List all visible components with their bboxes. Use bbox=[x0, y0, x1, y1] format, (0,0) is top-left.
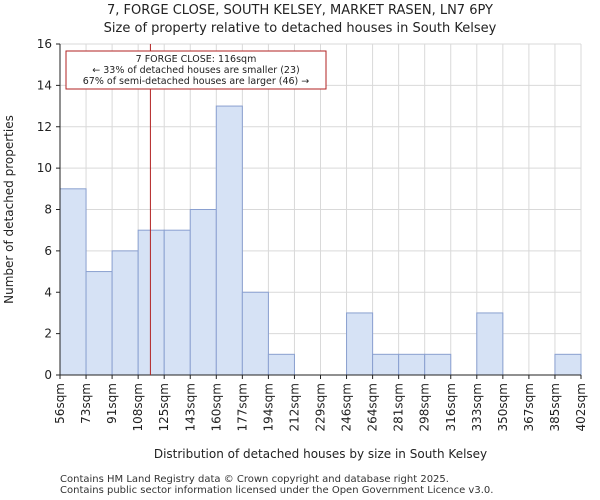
x-axis-title: Distribution of detached houses by size … bbox=[154, 447, 487, 461]
bar-333sqm bbox=[476, 312, 504, 376]
x-tick-label: 108sqm bbox=[131, 383, 145, 431]
x-tick-label: 281sqm bbox=[392, 383, 406, 431]
y-tick-label: 8 bbox=[44, 203, 52, 217]
x-tick-label: 367sqm bbox=[522, 383, 536, 431]
bar-298sqm bbox=[424, 353, 452, 376]
chart-subtitle: Size of property relative to detached ho… bbox=[103, 21, 497, 36]
x-tick-label: 56sqm bbox=[53, 383, 67, 424]
bar-56sqm bbox=[59, 188, 87, 376]
bar-125sqm bbox=[163, 229, 191, 376]
x-tick-label: 350sqm bbox=[496, 383, 510, 431]
y-tick-label: 0 bbox=[44, 368, 52, 382]
x-tick-label: 73sqm bbox=[79, 383, 93, 424]
x-tick-label: 91sqm bbox=[105, 383, 119, 424]
x-tick-label: 229sqm bbox=[314, 383, 328, 431]
annotation-line-2: ← 33% of detached houses are smaller (23… bbox=[92, 65, 299, 76]
x-tick-label: 316sqm bbox=[444, 383, 458, 431]
y-axis-title: Number of detached properties bbox=[2, 115, 16, 304]
bar-177sqm bbox=[241, 291, 269, 376]
footer-line-2: Contains public sector information licen… bbox=[60, 485, 494, 496]
y-tick-label: 10 bbox=[37, 161, 52, 175]
bar-264sqm bbox=[372, 353, 400, 376]
y-tick-label: 16 bbox=[37, 37, 52, 51]
x-tick-label: 143sqm bbox=[183, 383, 197, 431]
y-tick-label: 6 bbox=[44, 244, 52, 258]
x-tick-label: 212sqm bbox=[287, 383, 301, 431]
y-tick-label: 14 bbox=[37, 78, 52, 92]
annotation-line-3: 67% of semi-detached houses are larger (… bbox=[83, 76, 310, 87]
footer-line-1: Contains HM Land Registry data © Crown c… bbox=[60, 474, 449, 485]
bar-281sqm bbox=[398, 353, 426, 376]
x-tick-label: 264sqm bbox=[366, 383, 380, 431]
x-tick-label: 385sqm bbox=[548, 383, 562, 431]
bar-73sqm bbox=[85, 271, 113, 376]
bar-385sqm bbox=[554, 353, 582, 376]
x-tick-label: 177sqm bbox=[235, 383, 249, 431]
y-tick-label: 2 bbox=[44, 327, 52, 341]
x-tick-label: 246sqm bbox=[340, 383, 354, 431]
x-tick-label: 160sqm bbox=[209, 383, 223, 431]
bar-108sqm bbox=[137, 229, 165, 376]
y-tick-label: 12 bbox=[37, 120, 52, 134]
x-tick-label: 333sqm bbox=[470, 383, 484, 431]
bar-143sqm bbox=[189, 209, 217, 376]
x-tick-label: 298sqm bbox=[418, 383, 432, 431]
bar-91sqm bbox=[111, 250, 139, 376]
bar-246sqm bbox=[346, 312, 374, 376]
x-tick-label: 125sqm bbox=[157, 383, 171, 431]
x-tick-label: 194sqm bbox=[261, 383, 275, 431]
chart-title: 7, FORGE CLOSE, SOUTH KELSEY, MARKET RAS… bbox=[107, 3, 493, 18]
bar-160sqm bbox=[215, 105, 243, 376]
annotation-box bbox=[65, 50, 327, 90]
bar-194sqm bbox=[267, 353, 295, 376]
x-tick-label: 402sqm bbox=[574, 383, 588, 431]
annotation-line-1: 7 FORGE CLOSE: 116sqm bbox=[136, 54, 257, 65]
y-tick-label: 4 bbox=[44, 285, 52, 299]
